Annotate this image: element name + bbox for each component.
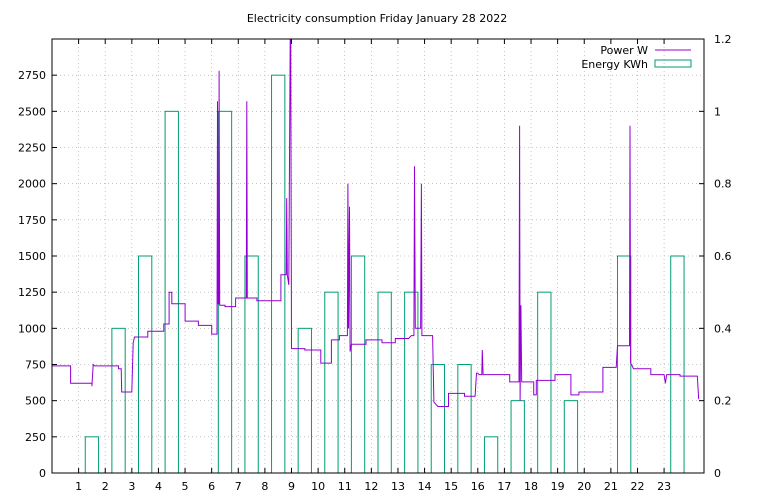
y-tick-label: 1000 bbox=[18, 322, 46, 335]
x-tick-label: 7 bbox=[235, 480, 242, 493]
y-tick-label: 750 bbox=[25, 359, 46, 372]
y-tick-label: 1250 bbox=[18, 286, 46, 299]
chart-title: Electricity consumption Friday January 2… bbox=[247, 12, 507, 25]
x-tick-label: 9 bbox=[288, 480, 295, 493]
x-tick-label: 23 bbox=[657, 480, 671, 493]
x-tick-label: 5 bbox=[182, 480, 189, 493]
grid bbox=[52, 39, 704, 473]
y-tick-label: 1750 bbox=[18, 214, 46, 227]
energy-bar bbox=[377, 291, 392, 474]
x-tick-label: 13 bbox=[391, 480, 405, 493]
axes: 1 2 3 4 5 6 7 8 9 10 11 12 13 14 15 16 17 18 19 20 21 22 23025… bbox=[18, 33, 732, 493]
energy-bar bbox=[84, 436, 100, 474]
legend-label-power: Power W bbox=[600, 44, 648, 57]
energy-bar bbox=[404, 291, 419, 474]
energy-bar bbox=[111, 327, 126, 474]
x-tick-label: 3 bbox=[128, 480, 135, 493]
legend: Power W Energy KWh bbox=[581, 44, 692, 71]
y2-tick-label: 0.2 bbox=[714, 395, 732, 408]
x-tick-label: 14 bbox=[418, 480, 432, 493]
y-tick-label: 0 bbox=[39, 467, 46, 480]
energy-bar bbox=[537, 291, 552, 474]
x-tick-label: 18 bbox=[524, 480, 538, 493]
x-tick-label: 10 bbox=[311, 480, 325, 493]
x-tick-label: 17 bbox=[497, 480, 511, 493]
y2-tick-label: 0.6 bbox=[714, 250, 732, 263]
legend-label-energy: Energy KWh bbox=[581, 58, 648, 71]
energy-bar bbox=[510, 400, 525, 474]
y2-tick-label: 0.8 bbox=[714, 178, 732, 191]
energy-bar bbox=[271, 74, 286, 474]
x-tick-label: 22 bbox=[630, 480, 644, 493]
y-tick-label: 1500 bbox=[18, 250, 46, 263]
x-tick-label: 15 bbox=[444, 480, 458, 493]
x-tick-label: 4 bbox=[155, 480, 162, 493]
y2-tick-label: 0 bbox=[714, 467, 721, 480]
y2-tick-label: 1 bbox=[714, 105, 721, 118]
y2-tick-label: 1.2 bbox=[714, 33, 732, 46]
energy-bar bbox=[457, 364, 472, 474]
power-line bbox=[52, 38, 700, 407]
y-tick-label: 2000 bbox=[18, 178, 46, 191]
x-tick-label: 11 bbox=[338, 480, 352, 493]
energy-bars bbox=[84, 74, 685, 474]
x-tick-label: 2 bbox=[102, 480, 109, 493]
y-tick-label: 250 bbox=[25, 431, 46, 444]
energy-bar bbox=[324, 291, 339, 474]
y2-tick-label: 0.4 bbox=[714, 322, 732, 335]
y-tick-label: 2250 bbox=[18, 142, 46, 155]
x-tick-label: 8 bbox=[261, 480, 268, 493]
power-line-path bbox=[52, 38, 700, 407]
x-tick-label: 20 bbox=[577, 480, 591, 493]
energy-bar bbox=[483, 436, 499, 474]
energy-bar bbox=[350, 255, 366, 474]
x-tick-label: 21 bbox=[604, 480, 618, 493]
y-tick-label: 2500 bbox=[18, 105, 46, 118]
legend-swatch-energy bbox=[654, 59, 692, 68]
x-tick-label: 1 bbox=[75, 480, 82, 493]
y-tick-label: 2750 bbox=[18, 69, 46, 82]
y-tick-label: 500 bbox=[25, 395, 46, 408]
energy-bar bbox=[563, 400, 579, 474]
x-tick-label: 16 bbox=[471, 480, 485, 493]
x-tick-label: 19 bbox=[551, 480, 565, 493]
x-tick-label: 6 bbox=[208, 480, 215, 493]
x-tick-label: 12 bbox=[364, 480, 378, 493]
